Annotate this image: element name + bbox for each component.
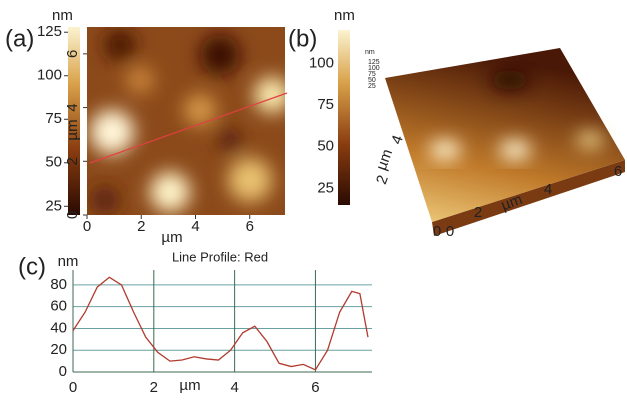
- y-axis-label: µm: [64, 119, 81, 140]
- y-tick-label: 6: [64, 50, 81, 58]
- x-tick-label: 6: [311, 379, 319, 396]
- colorbar-tick-label: 25: [45, 197, 62, 214]
- profile-line: [72, 276, 369, 371]
- y-tick-label: 2: [373, 173, 392, 187]
- y-tick-label: 80: [50, 276, 67, 293]
- x-tick-label: 2: [137, 218, 145, 235]
- z-tick-label: 125: [368, 59, 380, 66]
- y-axis-label: µm: [373, 147, 396, 173]
- colorbar-tick-label: 75: [317, 96, 334, 113]
- colorbar-tick-label: 75: [45, 110, 62, 127]
- x-tick-label: 4: [544, 181, 552, 198]
- colorbar-tick-label: 50: [317, 138, 334, 155]
- colorbar-tick-label: 125: [37, 23, 62, 40]
- x-tick-label: 0: [69, 379, 77, 396]
- colorbar-unit: nm: [334, 7, 355, 24]
- afm-image: [87, 27, 285, 215]
- z-axis-unit: nm: [365, 49, 375, 56]
- panel-label: (b): [288, 25, 317, 52]
- colorbar-tick-label: 100: [37, 67, 62, 84]
- y-tick-label: 0: [59, 363, 67, 380]
- x-axis-label: µm: [499, 191, 525, 214]
- x-tick-label: 4: [230, 379, 238, 396]
- x-tick-label: 0: [83, 218, 91, 235]
- chart-title: Line Profile: Red: [172, 249, 268, 264]
- y-axis-label: nm: [58, 253, 79, 270]
- surface-side: [432, 160, 625, 236]
- colorbar-tick-label: 25: [317, 179, 334, 196]
- y-tick-label: 20: [50, 341, 67, 358]
- y-tick-label: 0: [64, 211, 81, 219]
- z-tick-label: 100: [368, 65, 380, 72]
- profile-line: [89, 92, 288, 164]
- colorbar: [338, 30, 350, 205]
- z-tick-label: 50: [368, 77, 376, 84]
- y-tick-label: 0: [433, 223, 441, 240]
- x-axis-label: µm: [179, 377, 200, 394]
- colorbar-tick-label: 100: [309, 54, 334, 71]
- x-tick-label: 0: [446, 223, 454, 240]
- y-tick-label: 60: [50, 298, 67, 315]
- panel-label: (a): [5, 25, 34, 52]
- colorbar-unit: nm: [52, 7, 73, 24]
- x-tick-label: 6: [246, 218, 254, 235]
- x-tick-label: 6: [614, 163, 622, 180]
- y-tick-label: 40: [50, 319, 67, 336]
- colorbar-tick-label: 50: [45, 154, 62, 171]
- z-tick-label: 25: [368, 83, 376, 90]
- y-tick-label: 2: [64, 157, 81, 165]
- x-tick-label: 2: [474, 204, 482, 221]
- surface: [385, 48, 625, 222]
- z-tick-label: 75: [368, 71, 376, 78]
- x-tick-label: 2: [150, 379, 158, 396]
- y-tick-label: 4: [64, 103, 81, 111]
- panel-label: (c): [18, 253, 46, 280]
- colorbar: [68, 27, 80, 215]
- x-tick-label: 4: [191, 218, 199, 235]
- x-axis-label: µm: [161, 229, 182, 246]
